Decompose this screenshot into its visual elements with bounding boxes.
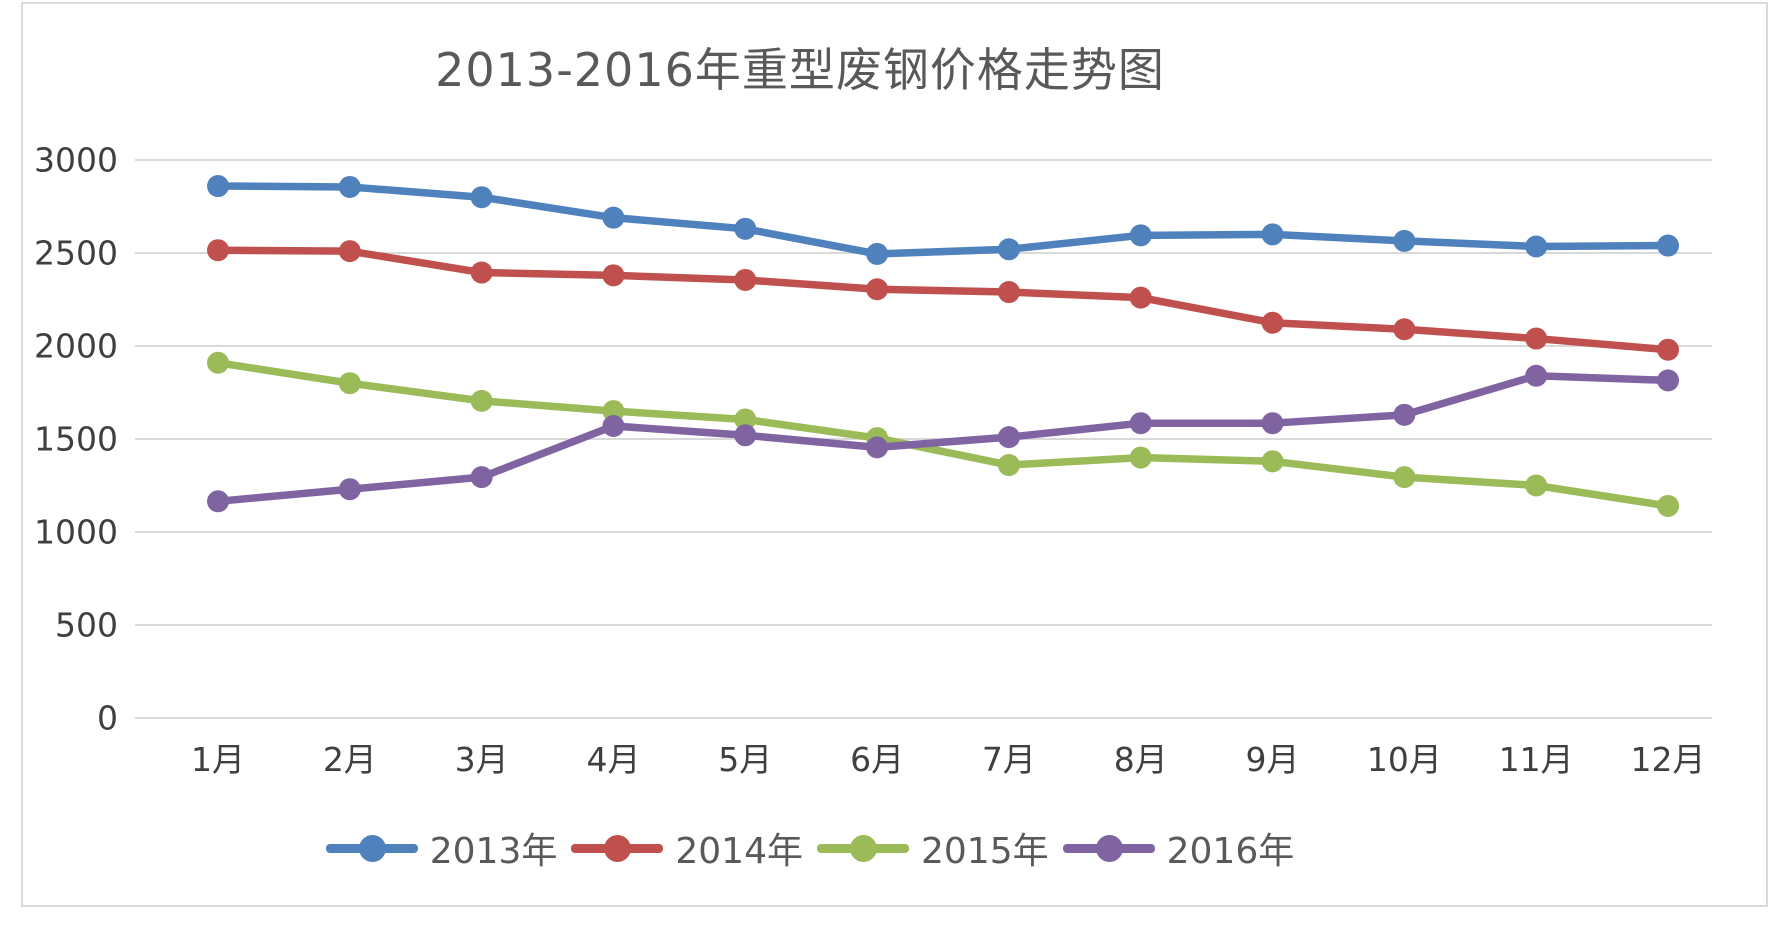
data-point-2016年-8月 xyxy=(1129,412,1152,435)
legend-label: 2014年 xyxy=(675,831,803,872)
data-point-2016年-6月 xyxy=(866,436,889,459)
series-line-2013年 xyxy=(217,182,1669,258)
legend-item-2015年: 2015年 xyxy=(817,822,1049,874)
data-point-2015年-3月 xyxy=(470,389,493,412)
data-point-2014年-3月 xyxy=(470,261,493,284)
data-point-2013年-7月 xyxy=(997,238,1020,261)
x-axis-tick-label: 11月 xyxy=(1498,740,1574,779)
data-point-2016年-12月 xyxy=(1657,369,1680,392)
x-axis-tick-label: 12月 xyxy=(1630,740,1706,779)
series-line-2014年 xyxy=(217,246,1669,354)
data-point-2016年-3月 xyxy=(470,466,493,489)
legend-line-marker-icon xyxy=(817,834,909,862)
data-point-2015年-11月 xyxy=(1525,474,1548,497)
x-axis-tick-label: 8月 xyxy=(1113,740,1168,779)
data-point-2016年-11月 xyxy=(1525,364,1548,387)
data-point-2014年-11月 xyxy=(1525,327,1548,350)
series-line-2016年 xyxy=(217,372,1669,506)
legend-item-2016年: 2016年 xyxy=(1062,822,1295,874)
data-point-2015年-1月 xyxy=(207,351,229,374)
data-point-2013年-6月 xyxy=(866,242,889,265)
data-point-2016年-2月 xyxy=(338,478,361,501)
data-point-2016年-7月 xyxy=(997,426,1020,449)
legend-item-2013年: 2013年 xyxy=(325,822,558,874)
data-point-2014年-7月 xyxy=(997,281,1020,304)
x-axis-tick-label: 10月 xyxy=(1366,740,1442,779)
x-axis-tick-label: 2月 xyxy=(322,740,377,779)
data-point-2013年-2月 xyxy=(338,175,361,198)
data-point-2015年-12月 xyxy=(1657,494,1680,517)
x-axis-tick-label: 5月 xyxy=(718,740,773,779)
data-point-2015年-2月 xyxy=(338,372,361,395)
data-point-2015年-7月 xyxy=(997,454,1020,477)
chart-legend: 2013年 2014年 2015年 2016年 xyxy=(0,822,1620,874)
data-point-2014年-6月 xyxy=(866,278,889,301)
data-point-2016年-5月 xyxy=(734,424,757,447)
data-point-2016年-1月 xyxy=(207,490,229,513)
data-point-2013年-9月 xyxy=(1261,223,1284,246)
data-point-2013年-3月 xyxy=(470,186,493,209)
data-point-2014年-1月 xyxy=(207,239,229,262)
data-point-2016年-4月 xyxy=(602,414,625,437)
legend-item-2014年: 2014年 xyxy=(571,822,803,874)
x-axis-tick-label: 7月 xyxy=(981,740,1036,779)
data-point-2014年-12月 xyxy=(1657,338,1680,361)
data-point-2015年-8月 xyxy=(1129,446,1152,469)
data-point-2014年-9月 xyxy=(1261,311,1284,334)
y-axis-tick-label: 2500 xyxy=(34,233,118,273)
y-axis-tick-label: 2000 xyxy=(34,326,118,366)
series-line-2015年 xyxy=(217,359,1669,510)
data-point-2016年-10月 xyxy=(1393,403,1416,426)
legend-line-marker-icon xyxy=(325,834,418,862)
chart-border xyxy=(21,2,1768,907)
data-point-2013年-12月 xyxy=(1657,234,1680,257)
data-point-2016年-9月 xyxy=(1261,412,1284,435)
x-axis-tick-label: 9月 xyxy=(1245,740,1300,779)
chart-title: 2013-2016年重型废钢价格走势图 xyxy=(435,43,1165,97)
data-point-2013年-1月 xyxy=(207,175,229,198)
data-point-2015年-10月 xyxy=(1393,466,1416,489)
data-point-2013年-11月 xyxy=(1525,235,1548,258)
y-axis-tick-label: 500 xyxy=(55,605,118,645)
legend-label: 2016年 xyxy=(1166,831,1295,872)
y-axis-tick-label: 1000 xyxy=(34,512,118,552)
data-point-2013年-8月 xyxy=(1129,224,1152,247)
data-point-2013年-5月 xyxy=(734,217,757,240)
y-axis-tick-label: 1500 xyxy=(34,419,118,459)
data-point-2015年-5月 xyxy=(734,408,757,431)
x-axis-tick-label: 3月 xyxy=(454,740,509,779)
legend-label: 2013年 xyxy=(429,831,558,872)
data-point-2014年-8月 xyxy=(1129,286,1152,309)
y-axis-tick-label: 3000 xyxy=(34,140,118,180)
legend-line-marker-icon xyxy=(1062,834,1155,862)
data-point-2013年-4月 xyxy=(602,206,625,229)
x-axis-tick-label: 6月 xyxy=(850,740,905,779)
data-point-2013年-10月 xyxy=(1393,229,1416,252)
legend-label: 2015年 xyxy=(921,831,1049,872)
data-point-2014年-10月 xyxy=(1393,318,1416,341)
x-axis-tick-label: 4月 xyxy=(586,740,641,779)
y-axis-tick-label: 0 xyxy=(97,698,118,738)
data-point-2014年-5月 xyxy=(734,268,757,291)
data-point-2014年-2月 xyxy=(338,240,361,263)
x-axis-tick-label: 1月 xyxy=(191,740,245,779)
data-point-2015年-9月 xyxy=(1261,450,1284,473)
data-point-2014年-4月 xyxy=(602,264,625,287)
legend-line-marker-icon xyxy=(571,834,664,862)
